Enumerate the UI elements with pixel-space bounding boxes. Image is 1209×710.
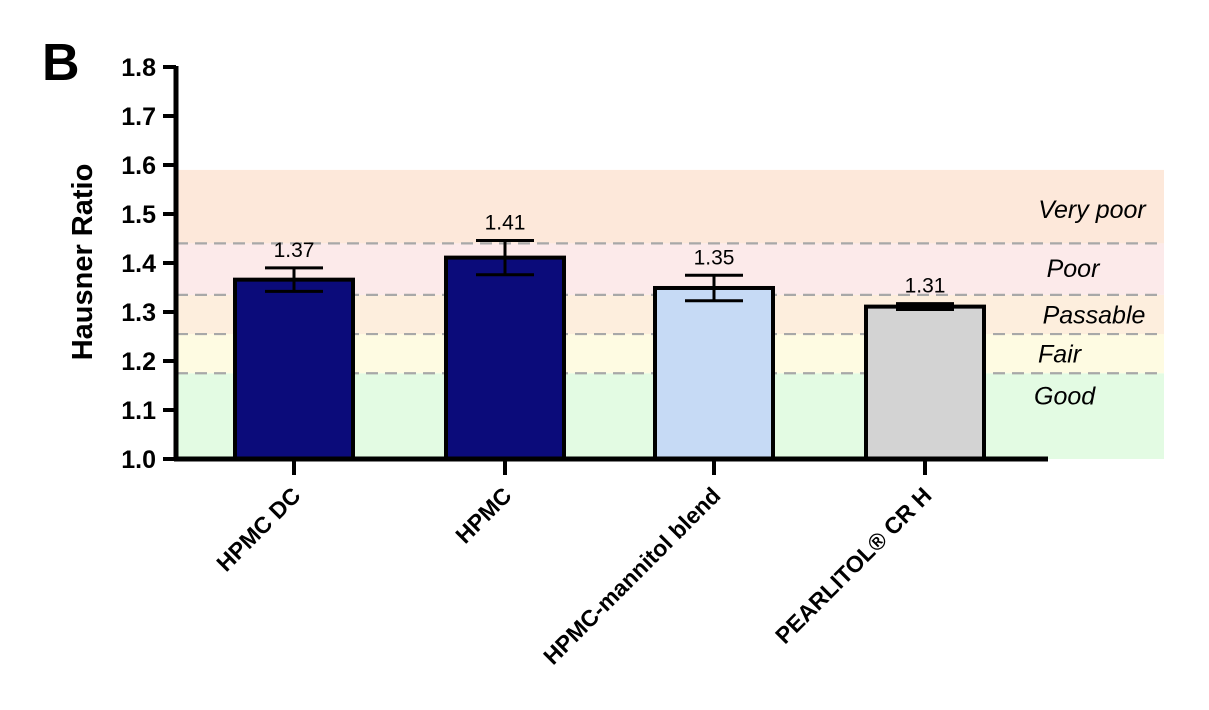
bars [233, 255, 986, 461]
y-tick-label: 1.6 [121, 152, 156, 180]
y-tick-label: 1.7 [121, 103, 156, 131]
y-tick-label: 1.4 [121, 250, 156, 278]
data-label: 1.37 [274, 239, 315, 262]
zone-label-good: Good [1034, 382, 1096, 410]
zone-label-passable: Passable [1043, 301, 1146, 329]
zone-label-very-poor: Very poor [1038, 196, 1147, 224]
data-label: 1.35 [694, 246, 735, 269]
bar [653, 285, 775, 461]
y-tick-label: 1.8 [121, 54, 156, 82]
y-tick-label: 1.3 [121, 299, 156, 327]
zone-labels: Good Fair Passable Poor Very poor [1034, 196, 1147, 410]
data-labels: 1.37 1.41 1.35 1.31 [274, 211, 946, 297]
zone-bands [176, 169, 1164, 459]
x-tick-label: HPMC [450, 482, 516, 548]
y-axis-label: Hausner Ratio [67, 164, 99, 361]
zone-band-very-poor [176, 169, 1164, 244]
x-tick-label: PEARLITOL® CR H [770, 482, 937, 649]
y-tick-label: 1.5 [121, 201, 156, 229]
error-bars [265, 238, 954, 312]
data-label: 1.41 [485, 211, 526, 234]
zone-label-fair: Fair [1038, 341, 1083, 369]
panel-label: B [42, 34, 80, 92]
y-tick-label: 1.2 [121, 348, 156, 376]
bar [864, 304, 986, 461]
data-label: 1.31 [905, 275, 946, 298]
zone-label-poor: Poor [1047, 255, 1101, 283]
x-tick-label: HPMC-mannitol blend [538, 482, 725, 669]
bar [444, 255, 566, 461]
x-tick-label: HPMC DC [211, 482, 305, 576]
bar [233, 277, 355, 461]
y-tick-label: 1.1 [121, 397, 156, 425]
y-tick-label: 1.0 [121, 446, 156, 474]
